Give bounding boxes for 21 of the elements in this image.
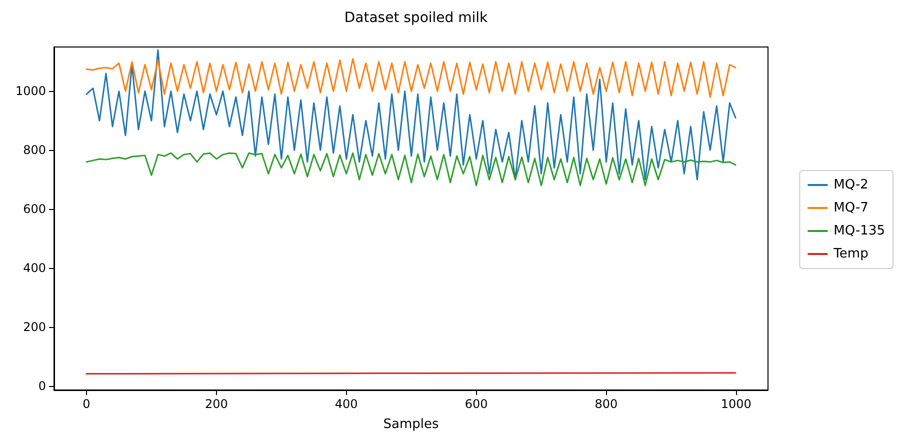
- x-tick-label: 200: [204, 397, 228, 411]
- y-tick-label: 800: [23, 143, 46, 158]
- y-tick-label: 0: [38, 378, 46, 393]
- line-series: [86, 49, 736, 180]
- legend-label: MQ-135: [834, 224, 886, 238]
- y-tick-label: 400: [23, 261, 46, 276]
- chart-title: Dataset spoiled milk: [344, 10, 489, 26]
- y-tick-label: 600: [23, 202, 46, 216]
- line-series: [86, 58, 736, 98]
- line-series: [86, 152, 736, 186]
- x-tick-label: 800: [594, 397, 618, 411]
- x-axis-title: Samples: [383, 417, 439, 432]
- x-tick-label: 1000: [720, 397, 752, 411]
- legend-label: Temp: [832, 246, 868, 262]
- y-tick-label: 1000: [15, 84, 46, 98]
- x-tick-label: 0: [82, 397, 90, 411]
- x-tick-label: 600: [464, 397, 488, 411]
- legend-label: MQ-2: [834, 178, 868, 192]
- x-tick-label: 400: [334, 397, 358, 411]
- legend-label: MQ-7: [834, 200, 868, 216]
- y-tick-label: 200: [23, 320, 46, 334]
